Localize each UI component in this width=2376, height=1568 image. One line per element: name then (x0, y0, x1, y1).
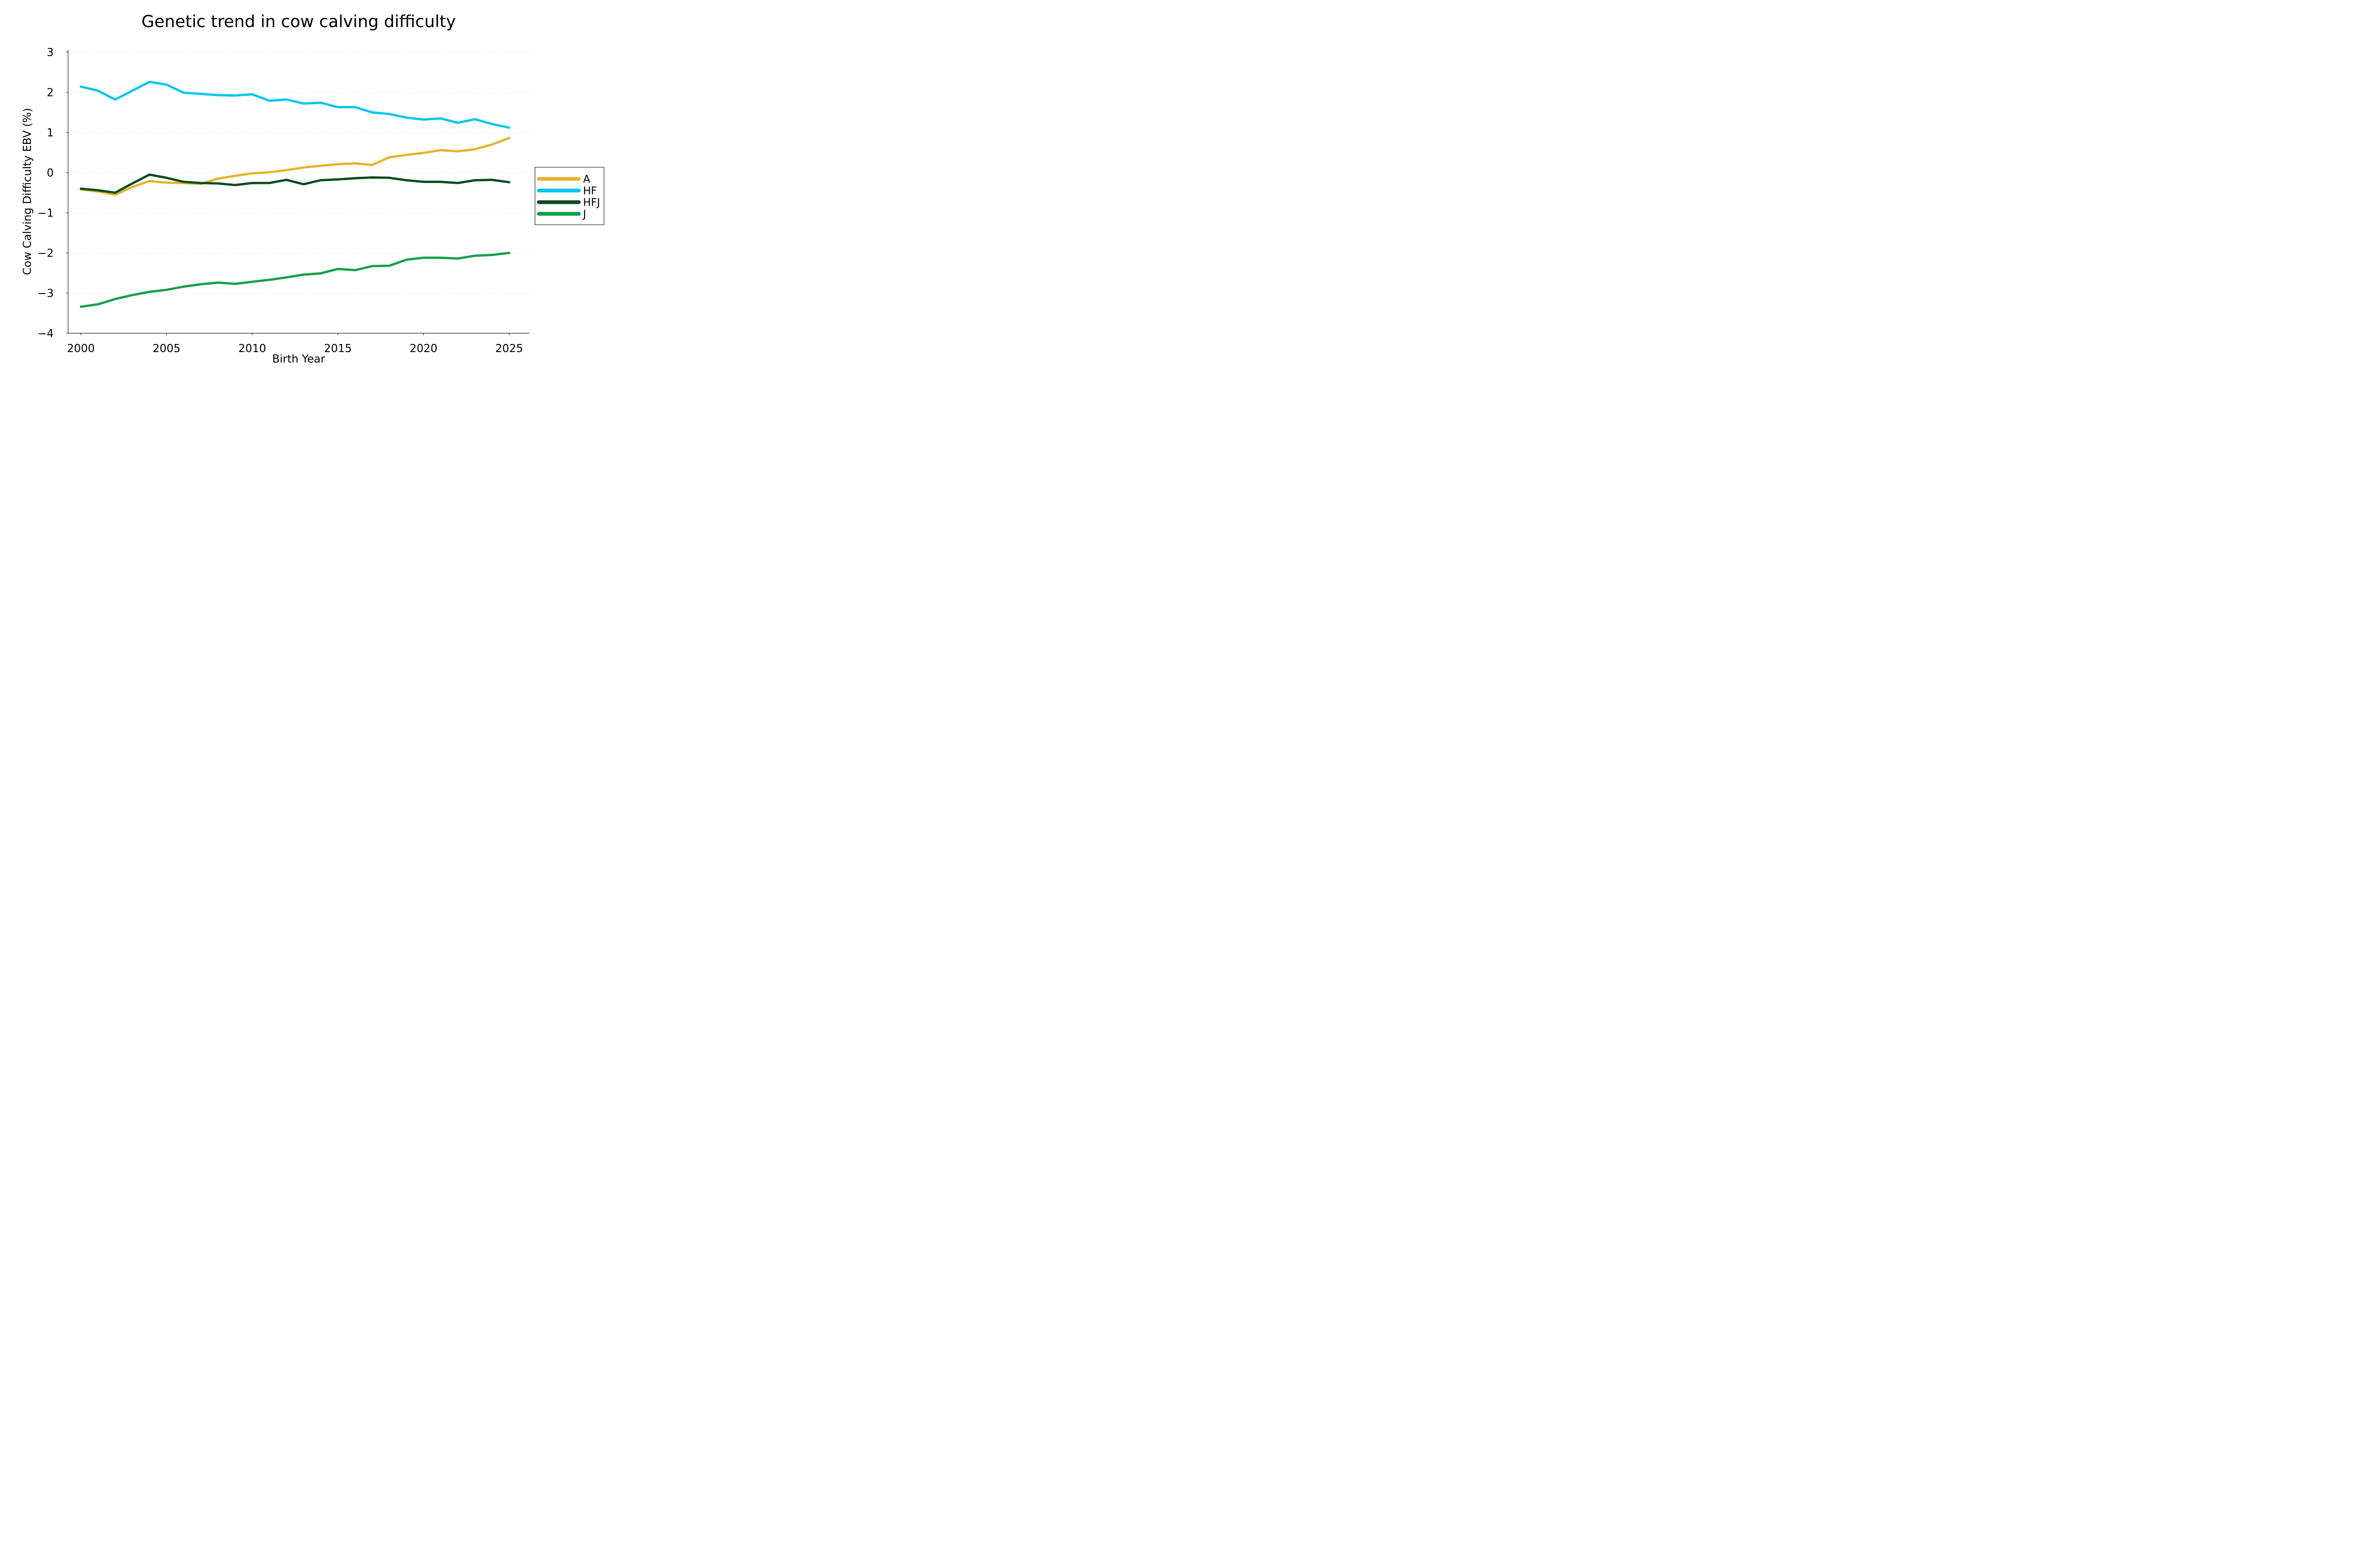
x-tick-label: 2015 (324, 343, 352, 355)
legend-label-HF: HF (583, 185, 597, 197)
plot-area: 3 2 1 0 −1 −2 −3 −4 2000 2005 2010 2015 2020 2025 AHFH… (38, 47, 604, 355)
legend-label-A: A (583, 174, 590, 186)
series-line-J (79, 251, 510, 308)
x-axis-label: Birth Year (272, 353, 326, 365)
legend-label-HFJ: HFJ (583, 197, 600, 209)
y-tick-label: −3 (38, 287, 54, 300)
x-tick-label: 2025 (495, 343, 523, 355)
chart-title: Genetic trend in cow calving difficulty (141, 12, 456, 31)
series-line-A (79, 137, 510, 196)
y-tick-label: 3 (47, 47, 54, 59)
y-tick-label: 1 (47, 127, 54, 139)
legend-label-J: J (582, 209, 586, 220)
x-tick-label: 2005 (153, 343, 181, 355)
y-tick-label: 2 (47, 87, 54, 99)
y-tick-label: −2 (38, 248, 54, 260)
x-tick-label: 2000 (67, 343, 95, 355)
y-tick-label: 0 (47, 167, 54, 180)
x-tick-label: 2010 (238, 343, 266, 355)
series-line-HFJ (79, 173, 510, 194)
y-tick-label: −1 (38, 207, 54, 220)
x-tick-label: 2020 (410, 343, 438, 355)
y-tick-label: −4 (38, 328, 54, 340)
chart: Genetic trend in cow calving difficulty … (0, 0, 642, 392)
series-line-HF (79, 80, 510, 129)
